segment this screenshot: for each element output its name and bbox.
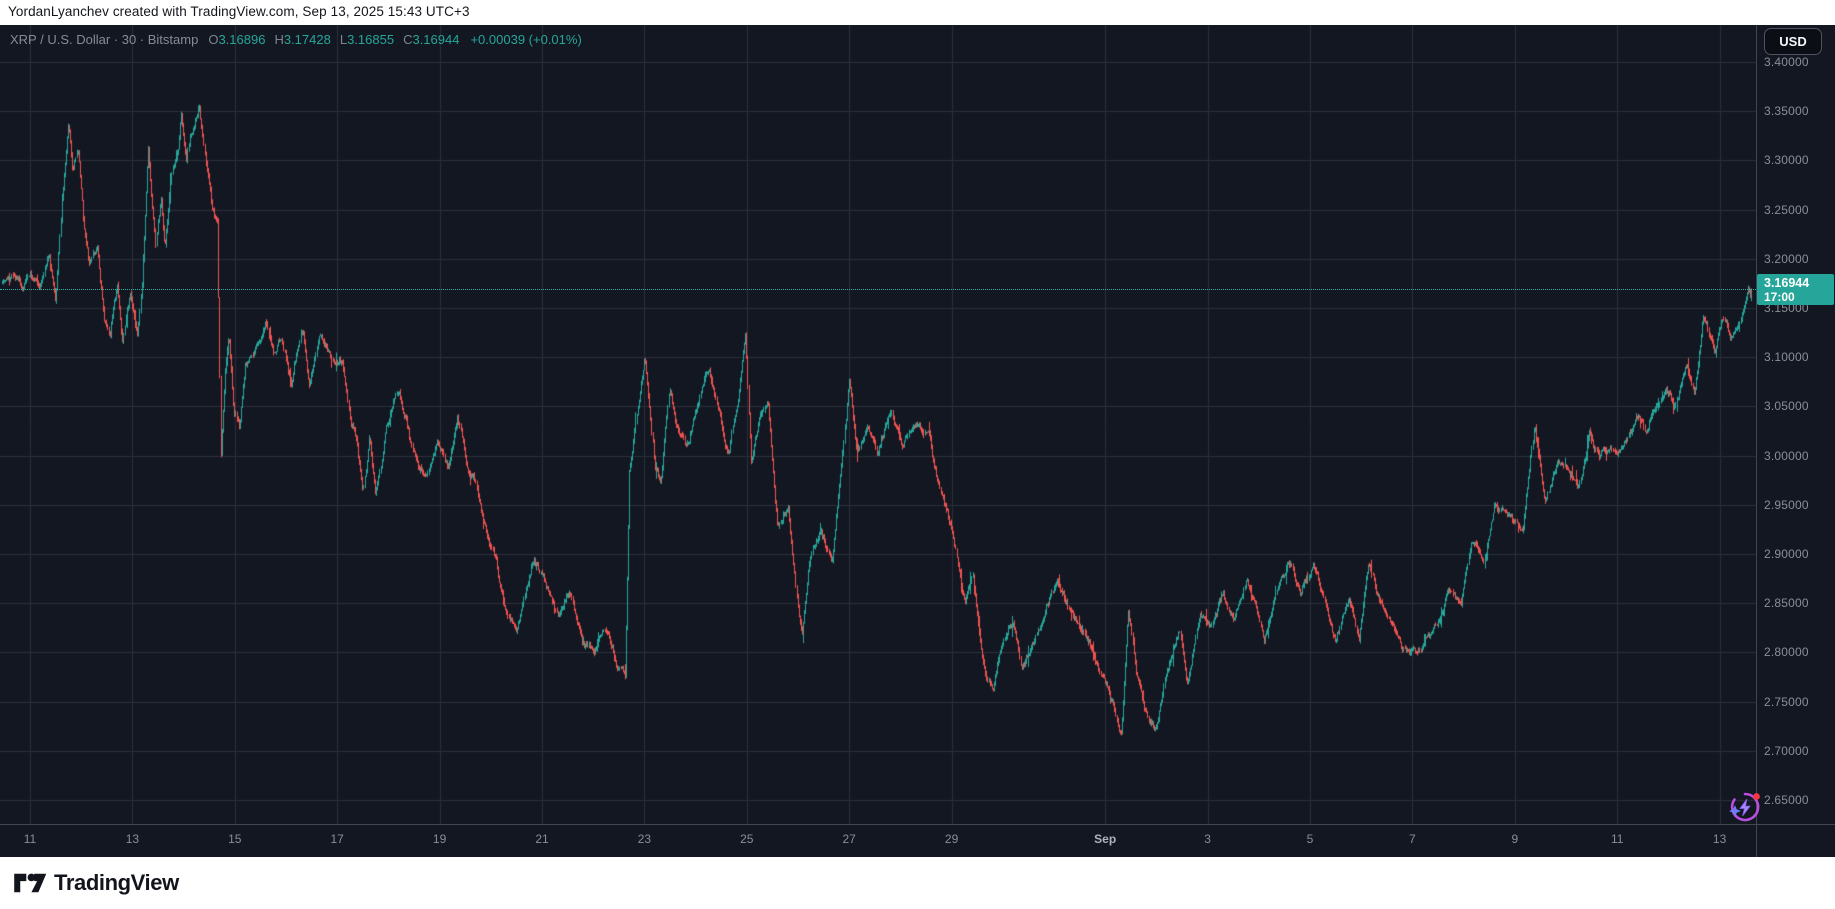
time-axis-label: 23 xyxy=(637,832,652,846)
price-axis-label: 2.85000 xyxy=(1764,596,1809,611)
price-axis-label: 3.35000 xyxy=(1764,104,1809,119)
price-axis-label: 3.10000 xyxy=(1764,350,1809,365)
attribution-bar: YordanLyanchev created with TradingView.… xyxy=(0,0,1835,25)
price-axis-label: 2.80000 xyxy=(1764,645,1809,660)
price-axis-label: 2.90000 xyxy=(1764,547,1809,561)
attribution-text: YordanLyanchev created with TradingView.… xyxy=(8,4,470,19)
candlestick-chart[interactable] xyxy=(0,25,1756,824)
last-price-line xyxy=(0,289,1756,290)
price-axis-label: 2.75000 xyxy=(1764,694,1809,709)
price-axis-label: 3.20000 xyxy=(1764,251,1809,266)
time-axis-separator xyxy=(0,824,1835,825)
ohlc-values: O3.16896 H3.17428 L3.16855 C3.16944 xyxy=(208,32,468,47)
symbol-title: XRP / U.S. Dollar · 30 · Bitstamp xyxy=(10,31,199,47)
time-axis-label: 27 xyxy=(842,832,856,846)
price-axis-label: 2.70000 xyxy=(1764,743,1809,758)
time-axis-label: 29 xyxy=(944,832,959,846)
time-axis-label: 9 xyxy=(1511,832,1519,846)
footer-bar: TradingView xyxy=(0,857,1835,909)
time-axis-label: 13 xyxy=(125,832,140,846)
time-axis-label: 11 xyxy=(23,832,37,846)
time-axis-label: 19 xyxy=(432,832,447,846)
time-axis-label: 21 xyxy=(535,832,549,846)
price-axis-separator xyxy=(1756,25,1757,857)
price-scale[interactable]: 3.40000 3.35000 3.30000 3.25000 3.20000 3.150… xyxy=(1757,25,1835,824)
time-axis-label: 5 xyxy=(1306,832,1314,846)
last-price-value: 3.16944 xyxy=(1764,276,1810,290)
time-scale[interactable]: 11 13 15 17 19 21 23 25 27 29 Sep 3 5 7 9 11 13 xyxy=(0,825,1756,857)
price-axis-label: 3.40000 xyxy=(1764,55,1809,69)
ohlc-item-C: C3.16944 xyxy=(403,31,460,47)
time-axis-label: 3 xyxy=(1204,832,1211,846)
ohlc-item-O: O3.16896 xyxy=(208,31,266,47)
time-axis-label: 25 xyxy=(740,832,754,846)
time-axis-label: 13 xyxy=(1712,832,1727,846)
ohlc-item-L: L3.16855 xyxy=(339,31,395,47)
ohlc-item-H: H3.17428 xyxy=(274,31,331,47)
time-axis-label: 15 xyxy=(228,832,242,846)
time-axis-label: 11 xyxy=(1610,832,1624,846)
tradingview-brand-text: TradingView xyxy=(54,870,179,895)
time-axis-label: Sep xyxy=(1094,832,1117,846)
tradingview-brand-link[interactable]: TradingView xyxy=(13,870,179,896)
price-axis-label: 3.25000 xyxy=(1764,202,1809,217)
price-change: +0.00039 (+0.01%) xyxy=(470,31,582,47)
price-axis-label: 3.30000 xyxy=(1764,153,1809,168)
last-price-badge: 3.16944 17:00 xyxy=(1757,274,1834,305)
flash-logo-icon xyxy=(1729,792,1760,822)
price-axis-label: 2.65000 xyxy=(1764,793,1809,807)
tradingview-logo-icon xyxy=(14,873,47,893)
symbol-legend[interactable]: XRP / U.S. Dollar · 30 · Bitstamp O3.168… xyxy=(10,30,582,48)
price-axis-label: 3.05000 xyxy=(1764,399,1809,414)
time-axis-label: 7 xyxy=(1409,832,1416,846)
price-axis-label: 3.00000 xyxy=(1764,448,1809,463)
price-axis-label: 2.95000 xyxy=(1764,497,1809,512)
time-axis-label: 17 xyxy=(330,832,344,846)
last-price-time: 17:00 xyxy=(1764,290,1795,304)
currency-unit-button[interactable]: USD xyxy=(1764,28,1822,55)
